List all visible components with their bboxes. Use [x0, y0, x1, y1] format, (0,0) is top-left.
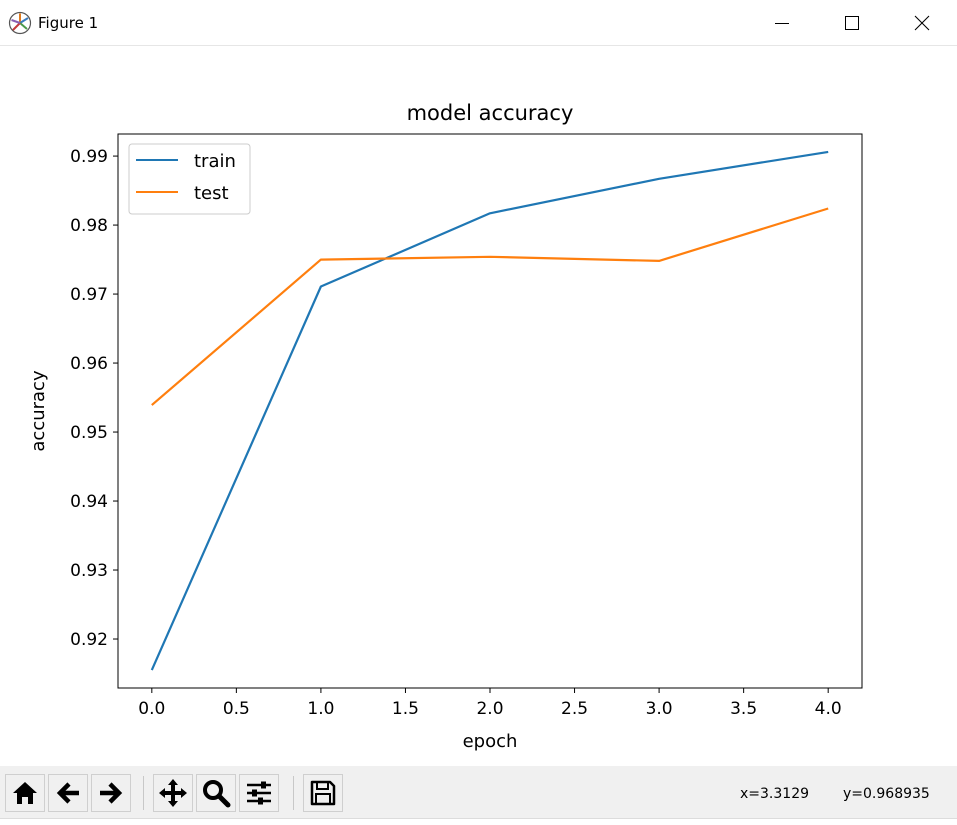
chart-title: model accuracy — [407, 101, 574, 125]
close-icon — [914, 15, 930, 31]
legend-box — [128, 143, 251, 215]
x-coordinate-readout: x=3.3129 — [740, 786, 810, 802]
line-chart: 0.0 0.5 1.0 1.5 2.0 2.5 3.0 3.5 4.0 0.92 0.93 0.94 0… — [28, 101, 863, 752]
y-axis-label: accuracy — [28, 370, 49, 452]
legend-label-train: train — [194, 151, 236, 172]
y-tick-label: 0.92 — [70, 630, 108, 650]
pan-button[interactable] — [153, 774, 193, 812]
x-tick-label: 3.0 — [646, 699, 673, 719]
x-tick-label: 2.5 — [561, 699, 588, 719]
x-tick-label: 1.0 — [307, 699, 334, 719]
y-tick-label: 0.94 — [70, 492, 108, 512]
x-tick-label: 4.0 — [815, 699, 842, 719]
subplots-button[interactable] — [239, 774, 279, 812]
figure-canvas[interactable]: 0.0 0.5 1.0 1.5 2.0 2.5 3.0 3.5 4.0 0.92 0.93 0.94 0… — [0, 47, 957, 766]
y-coordinate-readout: y=0.968935 — [843, 786, 930, 802]
x-tick-label: 0.0 — [138, 699, 165, 719]
y-tick-label: 0.95 — [70, 423, 108, 443]
axes-frame — [117, 133, 863, 689]
minimize-button[interactable] — [747, 0, 817, 46]
maximize-button[interactable] — [817, 0, 887, 46]
x-tick-label: 0.5 — [223, 699, 250, 719]
y-tick-label: 0.93 — [70, 561, 108, 581]
minimize-icon — [775, 23, 789, 24]
subplots-icon — [247, 781, 271, 805]
legend: train test — [128, 143, 251, 215]
matplotlib-logo-icon — [8, 11, 32, 35]
maximize-icon — [845, 16, 859, 30]
window-title: Figure 1 — [38, 14, 99, 32]
zoom-button[interactable] — [196, 774, 236, 812]
home-button[interactable] — [5, 774, 45, 812]
window-bottom-edge — [0, 818, 957, 825]
zoom-icon — [203, 780, 231, 808]
save-icon — [310, 780, 336, 806]
close-button[interactable] — [887, 0, 957, 46]
toolbar-separator — [293, 776, 294, 810]
back-arrow-icon — [56, 782, 79, 804]
y-tick-label: 0.99 — [70, 147, 108, 167]
series-line-train — [150, 150, 829, 671]
navigation-toolbar: x=3.3129 y=0.968935 — [0, 766, 957, 818]
legend-label-test: test — [194, 183, 229, 204]
y-tick-label: 0.97 — [70, 285, 108, 305]
x-tick-label: 1.5 — [392, 699, 419, 719]
series-line-test — [151, 207, 829, 406]
toolbar-separator — [143, 776, 144, 810]
title-bar: Figure 1 — [0, 0, 957, 46]
x-axis-label: epoch — [463, 731, 518, 752]
save-button[interactable] — [303, 774, 343, 812]
x-tick-label: 2.0 — [476, 699, 503, 719]
back-button[interactable] — [48, 774, 88, 812]
home-icon — [13, 782, 37, 804]
x-tick-label: 3.5 — [730, 699, 757, 719]
y-tick-label: 0.98 — [70, 216, 108, 236]
forward-arrow-icon — [100, 782, 123, 804]
y-tick-label: 0.96 — [70, 354, 108, 374]
pan-icon — [159, 779, 187, 807]
forward-button[interactable] — [91, 774, 131, 812]
